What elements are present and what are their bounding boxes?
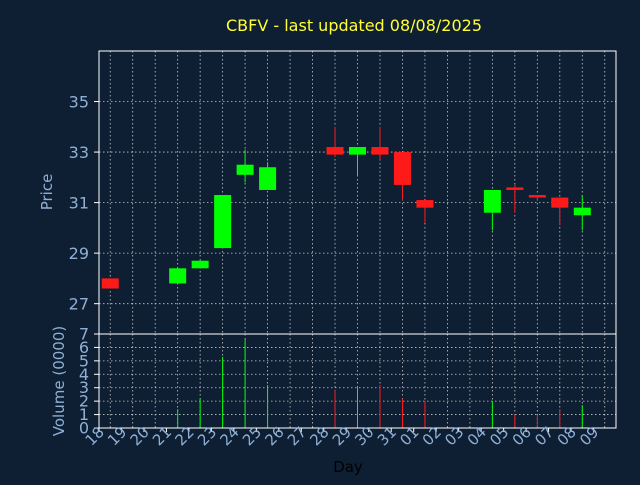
candle-body-24 xyxy=(236,164,254,175)
volume-axis-label: Volume (0000) xyxy=(50,326,68,436)
price-tick-label: 35 xyxy=(69,93,89,112)
candle-body-05 xyxy=(506,187,524,190)
candle-body-29 xyxy=(349,147,366,155)
candle-body-07 xyxy=(551,197,569,208)
candle-body-01 xyxy=(416,200,434,208)
volume-tick-label: 4 xyxy=(79,365,89,384)
volume-tick-label: 2 xyxy=(79,392,89,411)
volume-tick-label: 5 xyxy=(79,351,89,370)
volume-tick-label: 3 xyxy=(79,378,89,397)
price-tick-label: 31 xyxy=(69,194,89,213)
candle-body-25 xyxy=(259,167,277,190)
candle-body-06 xyxy=(528,195,546,198)
volume-tick-label: 1 xyxy=(79,405,89,424)
x-tick-labels: 1819202122232425262728293031010203040506… xyxy=(82,423,603,449)
price-tick-label: 29 xyxy=(69,244,89,263)
candle-body-23 xyxy=(214,195,232,249)
price-panel: 27 29 31 33 35 xyxy=(69,50,617,335)
candle-body-04 xyxy=(483,189,501,213)
price-axis-label: Price xyxy=(38,174,56,211)
candle-body-21 xyxy=(169,268,187,284)
candle-body-30 xyxy=(371,147,389,155)
candle-body-08 xyxy=(573,207,591,216)
volume-tick-label: 6 xyxy=(79,338,89,357)
price-tick-label: 27 xyxy=(69,295,89,314)
candle-body-28 xyxy=(326,147,344,155)
candle-body-22 xyxy=(191,260,209,269)
candle-body-31 xyxy=(393,152,411,185)
volume-frame xyxy=(98,333,617,429)
x-axis-label: Day xyxy=(333,458,363,476)
x-tick-label: 09 xyxy=(576,423,602,449)
price-tick-label: 33 xyxy=(69,143,89,162)
candle-body-18 xyxy=(101,278,119,289)
chart-title: CBFV - last updated 08/08/2025 xyxy=(226,16,482,35)
volume-tick-label: 7 xyxy=(79,325,89,344)
volume-tick-label: 0 xyxy=(79,419,89,438)
